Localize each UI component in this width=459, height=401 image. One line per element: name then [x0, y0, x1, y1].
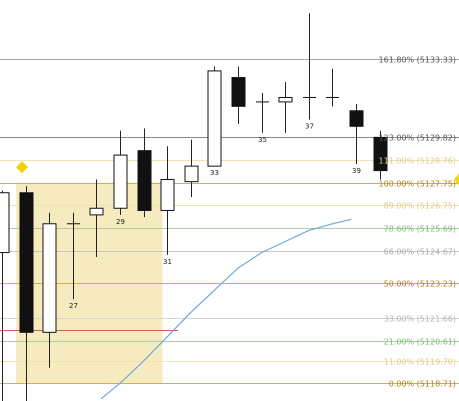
candle-body	[160, 178, 175, 211]
diamond-marker-left	[16, 161, 28, 174]
candles-layer	[0, 13, 388, 401]
fib-label: 50.00% (5123.23)	[384, 280, 456, 289]
candle	[67, 212, 80, 300]
candle	[278, 81, 293, 133]
candle-body	[0, 192, 10, 254]
bar-number-label: 29	[116, 218, 125, 226]
fib-label: 78.60% (5125.69)	[384, 225, 456, 234]
fib-labels-layer: 161.80% (5133.33) 123.00% (5129.82) 111.00…	[69, 56, 456, 389]
bar-number-label: 37	[305, 123, 314, 131]
candle-body	[207, 70, 222, 167]
moving-average-layer	[100, 218, 352, 400]
candle-body	[184, 165, 199, 183]
candle-body	[231, 77, 246, 107]
candle-body	[373, 136, 388, 172]
candle	[19, 186, 34, 401]
candle	[113, 130, 128, 215]
bar-number-label: 27	[69, 302, 78, 310]
candle	[184, 139, 199, 198]
fib-label: 0.00% (5118.71)	[389, 380, 456, 389]
candle-body	[137, 150, 152, 211]
fib-lines-layer	[0, 59, 459, 384]
candle	[349, 104, 364, 164]
bar-number-label: 33	[210, 169, 219, 177]
candle-body	[113, 154, 128, 209]
candle-body	[42, 223, 57, 333]
candle	[231, 66, 246, 125]
fib-label: 123.00% (5129.82)	[379, 134, 456, 143]
candle	[303, 13, 316, 120]
candle-body	[89, 207, 104, 216]
fib-label: 21.00% (5120.61)	[384, 338, 456, 347]
candle	[207, 66, 222, 167]
fib-label: 89.00% (5126.75)	[384, 202, 456, 211]
fib-label: 66.00% (5124.67)	[384, 248, 456, 257]
moving-average-line	[100, 218, 352, 400]
candle-body	[278, 96, 293, 103]
candle	[256, 93, 269, 133]
candle-body	[349, 110, 364, 127]
candle	[89, 179, 104, 257]
fib-label: 161.80% (5133.33)	[379, 56, 456, 65]
fib-label: 100.00% (5127.75)	[379, 180, 456, 189]
candle	[160, 146, 175, 255]
fib-label: 33.00% (5121.66)	[384, 315, 456, 324]
candle	[373, 130, 388, 180]
fib-label: 11.00% (5119.70)	[384, 358, 456, 367]
bar-number-label: 39	[352, 167, 361, 175]
candle	[137, 128, 152, 218]
bar-number-label: 35	[258, 136, 267, 144]
candle-body	[19, 192, 34, 333]
fib-label: 111.00% (5128.76)	[379, 157, 456, 166]
fib-zone	[16, 182, 163, 384]
diamond-marker-right	[454, 173, 459, 186]
candle	[0, 190, 10, 401]
fib-zone-layer	[16, 182, 163, 384]
candle	[326, 68, 339, 107]
bar-number-label: 31	[163, 258, 172, 266]
candle	[42, 212, 57, 368]
